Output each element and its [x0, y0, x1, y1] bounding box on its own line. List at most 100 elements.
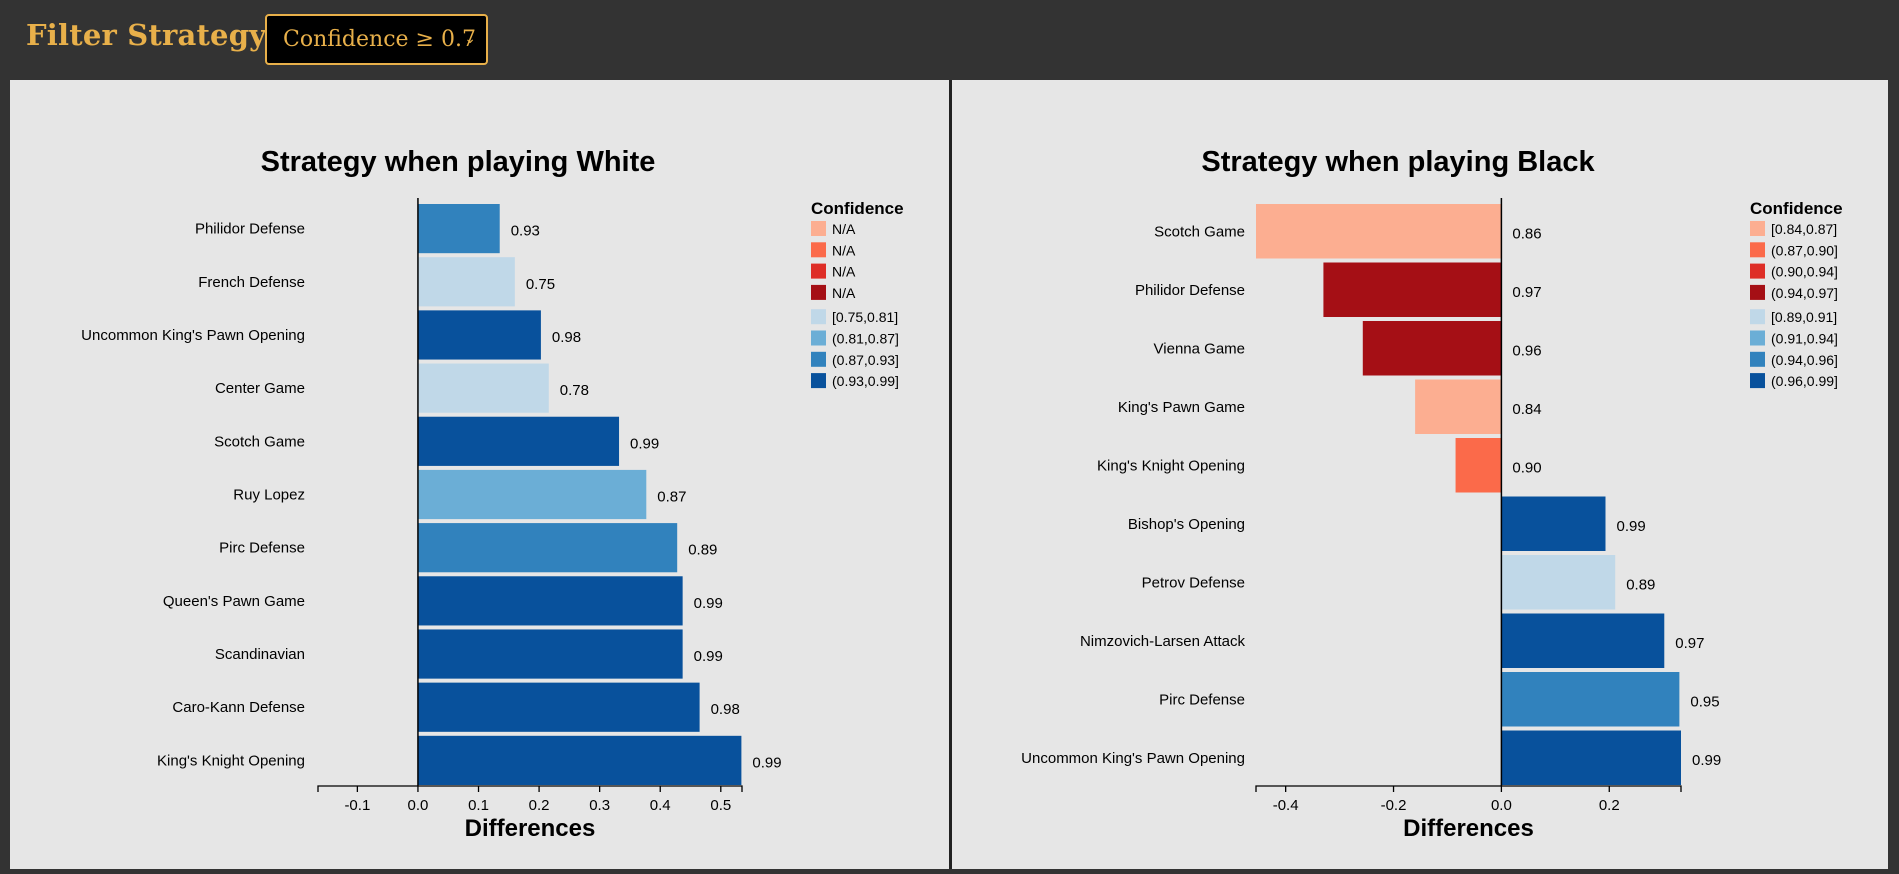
legend-label: (0.91,0.94] — [1771, 331, 1838, 347]
legend-swatch — [811, 330, 826, 346]
value-label: 0.99 — [1616, 518, 1645, 535]
top-bar: Filter Strategy: Confidence ≥ 0.7 ⌄ — [0, 0, 1899, 80]
value-label: 0.75 — [526, 276, 555, 293]
bar — [417, 629, 683, 679]
value-label: 0.87 — [657, 489, 686, 506]
value-label: 0.93 — [511, 223, 540, 240]
category-label: King's Knight Opening — [157, 752, 305, 769]
legend-label: [0.75,0.81] — [832, 309, 898, 325]
panel-divider — [949, 80, 952, 871]
legend-label: (0.96,0.99] — [1771, 373, 1838, 389]
x-tick-label: 0.2 — [1599, 797, 1620, 814]
bar — [417, 363, 549, 413]
x-tick-label: 0.2 — [529, 797, 550, 814]
legend-label: (0.87,0.90] — [1771, 242, 1838, 258]
x-tick-label: 0.0 — [1491, 797, 1512, 814]
value-label: 0.99 — [630, 435, 659, 452]
bar — [1501, 555, 1616, 610]
legend-label: (0.90,0.94] — [1771, 264, 1838, 280]
bar — [1501, 730, 1681, 785]
bar — [1501, 613, 1665, 668]
white-strategy-chart: Strategy when playing White Philidor Defe… — [81, 146, 904, 842]
bar — [417, 310, 541, 360]
x-tick-label: 0.0 — [408, 797, 429, 814]
value-label: 0.84 — [1512, 401, 1541, 418]
legend-swatch — [811, 263, 826, 279]
black-strategy-panel: Strategy when playing Black Scotch Game 0.… — [952, 80, 1888, 869]
value-label: 0.97 — [1675, 635, 1704, 652]
category-label: Scandinavian — [215, 646, 305, 663]
category-label: Scotch Game — [214, 433, 305, 450]
category-label: Scotch Game — [1154, 223, 1245, 240]
bar — [1362, 321, 1502, 376]
bar — [1501, 496, 1606, 551]
value-label: 0.99 — [694, 648, 723, 665]
legend-swatch — [1750, 373, 1765, 389]
black-strategy-chart: Strategy when playing Black Scotch Game 0.… — [1021, 146, 1843, 842]
bar — [417, 576, 683, 626]
x-tick-label: 0.1 — [468, 797, 489, 814]
bar — [1323, 262, 1502, 317]
bottom-border — [0, 869, 1899, 871]
category-label: Nimzovich-Larsen Attack — [1080, 633, 1246, 650]
legend-label: (0.94,0.96] — [1771, 352, 1838, 368]
legend-swatch — [811, 351, 826, 367]
filter-selected-value: Confidence ≥ 0.7 — [283, 27, 476, 52]
legend-label: (0.94,0.97] — [1771, 285, 1838, 301]
legend-swatch — [811, 373, 826, 389]
filter-strategy-select[interactable]: Confidence ≥ 0.7 ⌄ — [265, 14, 488, 65]
value-label: 0.99 — [1692, 752, 1721, 769]
x-tick-label: 0.3 — [589, 797, 610, 814]
legend-label: N/A — [832, 285, 856, 301]
category-label: Pirc Defense — [219, 540, 305, 557]
x-axis — [317, 785, 743, 792]
category-label: Philidor Defense — [195, 221, 305, 238]
category-label: King's Pawn Game — [1118, 399, 1245, 416]
category-label: Philidor Defense — [1135, 282, 1245, 299]
x-axis-label: Differences — [465, 815, 596, 842]
value-label: 0.97 — [1512, 284, 1541, 301]
legend-swatch — [1750, 221, 1765, 236]
legend-swatch — [1750, 263, 1765, 279]
category-label: Uncommon King's Pawn Opening — [81, 327, 305, 344]
bar — [417, 469, 647, 520]
bar — [1415, 379, 1502, 434]
x-tick-label: -0.1 — [344, 797, 370, 814]
category-label: Bishop's Opening — [1128, 516, 1245, 533]
x-tick-label: -0.2 — [1381, 797, 1407, 814]
x-axis — [1255, 785, 1682, 792]
bar — [417, 257, 515, 307]
legend-swatch — [811, 309, 826, 325]
category-label: Uncommon King's Pawn Opening — [1021, 750, 1245, 767]
bar — [417, 735, 742, 785]
chevron-down-icon: ⌄ — [464, 31, 476, 47]
filter-strategy-label: Filter Strategy: — [26, 18, 278, 52]
value-label: 0.99 — [752, 754, 781, 771]
legend-label: [0.84,0.87] — [1771, 221, 1837, 237]
legend-label: N/A — [832, 221, 856, 237]
category-label: King's Knight Opening — [1097, 457, 1245, 474]
category-label: French Defense — [198, 274, 305, 291]
value-label: 0.98 — [711, 701, 740, 718]
legend-swatch — [1750, 242, 1765, 258]
legend-swatch — [1750, 309, 1765, 325]
legend-swatch — [811, 284, 826, 300]
chart-title: Strategy when playing White — [261, 146, 656, 178]
value-label: 0.90 — [1512, 459, 1541, 476]
bar — [417, 682, 700, 732]
bar — [1455, 438, 1502, 493]
x-tick-label: 0.5 — [710, 797, 731, 814]
category-label: Ruy Lopez — [233, 487, 305, 504]
bar — [417, 523, 678, 573]
legend-swatch — [1750, 330, 1765, 346]
category-label: Queen's Pawn Game — [163, 593, 305, 610]
category-label: Caro-Kann Defense — [172, 699, 305, 716]
legend-label: (0.81,0.87] — [832, 331, 899, 347]
value-label: 0.98 — [552, 329, 581, 346]
legend-title: Confidence — [811, 199, 904, 218]
value-label: 0.86 — [1512, 225, 1541, 242]
value-label: 0.96 — [1512, 342, 1541, 359]
legend-label: [0.89,0.91] — [1771, 309, 1837, 325]
legend-title: Confidence — [1750, 199, 1843, 218]
value-label: 0.95 — [1690, 693, 1719, 710]
